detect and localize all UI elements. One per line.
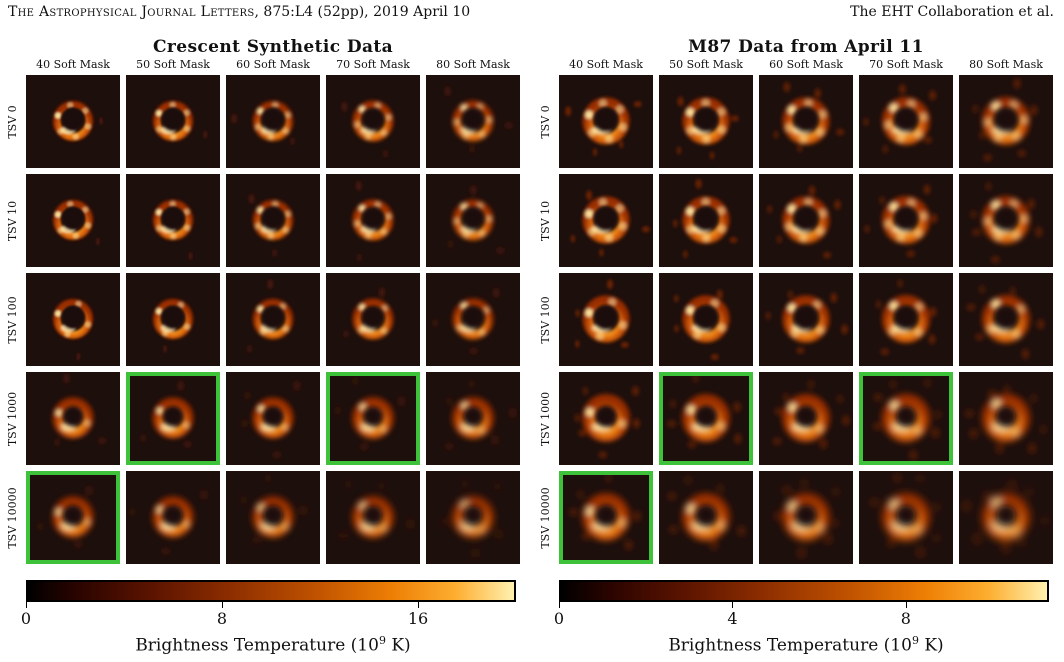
- image-tile: [559, 273, 653, 366]
- journal-citation: , 875:L4 (52pp), 2019 April 10: [254, 4, 471, 20]
- colorbar-title: Brightness Temperature (109 K): [668, 634, 944, 656]
- row-label: TSV 1000: [6, 391, 19, 446]
- image-tile: [959, 471, 1053, 564]
- column-label: 40 Soft Mask: [36, 58, 110, 71]
- image-tile: [659, 471, 753, 564]
- column-label: 80 Soft Mask: [969, 58, 1043, 71]
- column-label: 70 Soft Mask: [336, 58, 410, 71]
- row-label: TSV 10: [539, 200, 552, 241]
- panel-title: M87 Data from April 11: [688, 37, 924, 57]
- image-tile: [26, 174, 120, 267]
- row-label: TSV 100: [539, 295, 552, 344]
- colorbar-tick: [222, 602, 223, 608]
- colorbar-tick: [905, 602, 907, 608]
- column-label: 70 Soft Mask: [869, 58, 943, 71]
- colorbar-tick: [732, 602, 734, 608]
- image-tile: [959, 75, 1053, 168]
- image-tile: [659, 75, 753, 168]
- running-header-right: The EHT Collaboration et al.: [850, 4, 1054, 20]
- image-tile: [326, 273, 420, 366]
- image-tile: [759, 372, 853, 465]
- image-tile: [326, 75, 420, 168]
- image-tile: [126, 273, 220, 366]
- colorbar-title: Brightness Temperature (109 K): [135, 634, 411, 656]
- image-tile: [326, 174, 420, 267]
- colorbar-tick-label: 8: [216, 609, 228, 628]
- image-tile: [859, 75, 953, 168]
- row-label: TSV 0: [539, 104, 552, 139]
- colorbar: [559, 580, 1049, 602]
- row-label: TSV 0: [6, 104, 19, 139]
- image-tile: [226, 372, 320, 465]
- column-label: 50 Soft Mask: [136, 58, 210, 71]
- image-tile: [759, 471, 853, 564]
- image-tile: [659, 174, 753, 267]
- column-label: 60 Soft Mask: [236, 58, 310, 71]
- image-tile: [26, 273, 120, 366]
- image-tile: [859, 471, 953, 564]
- image-tile: [226, 174, 320, 267]
- image-tile: [126, 372, 220, 465]
- row-label: TSV 10000: [539, 486, 552, 549]
- colorbar-tick-label: 16: [407, 609, 429, 628]
- image-tile: [26, 372, 120, 465]
- image-tile: [426, 75, 520, 168]
- row-label: TSV 100: [6, 295, 19, 344]
- image-tile: [959, 174, 1053, 267]
- colorbar-tick: [559, 602, 560, 608]
- image-tile: [559, 471, 653, 564]
- colorbar-tick-label: 8: [900, 609, 911, 628]
- image-tile: [959, 273, 1053, 366]
- image-tile: [426, 273, 520, 366]
- colorbar-tick-label: 0: [553, 609, 565, 628]
- image-tile: [426, 471, 520, 564]
- row-label: TSV 10: [6, 200, 19, 241]
- image-tile: [126, 471, 220, 564]
- image-tile: [126, 174, 220, 267]
- image-tile: [659, 372, 753, 465]
- row-label: TSV 1000: [539, 391, 552, 446]
- colorbar-tick: [26, 602, 27, 608]
- image-tile: [126, 75, 220, 168]
- image-tile: [559, 174, 653, 267]
- running-header-left: The Astrophysical Journal Letters, 875:L…: [8, 4, 470, 20]
- image-tile: [759, 75, 853, 168]
- image-tile: [859, 372, 953, 465]
- image-tile: [959, 372, 1053, 465]
- colorbar: [26, 580, 516, 602]
- image-tile: [859, 273, 953, 366]
- image-tile: [559, 75, 653, 168]
- colorbar-tick-label: 0: [20, 609, 32, 628]
- image-tile: [659, 273, 753, 366]
- image-tile: [426, 174, 520, 267]
- image-tile: [326, 372, 420, 465]
- image-tile: [559, 372, 653, 465]
- colorbar-tick: [418, 602, 419, 608]
- image-tile: [759, 273, 853, 366]
- image-tile: [226, 471, 320, 564]
- column-label: 60 Soft Mask: [769, 58, 843, 71]
- column-label: 40 Soft Mask: [569, 58, 643, 71]
- image-tile: [26, 75, 120, 168]
- image-tile: [226, 273, 320, 366]
- image-tile: [26, 471, 120, 564]
- row-label: TSV 10000: [6, 486, 19, 549]
- image-tile: [759, 174, 853, 267]
- column-label: 80 Soft Mask: [436, 58, 510, 71]
- column-label: 50 Soft Mask: [669, 58, 743, 71]
- image-tile: [226, 75, 320, 168]
- image-tile: [859, 174, 953, 267]
- image-tile: [326, 471, 420, 564]
- journal-name: The Astrophysical Journal Letters: [8, 4, 255, 20]
- image-tile: [426, 372, 520, 465]
- colorbar-tick-label: 4: [727, 609, 738, 628]
- panel-title: Crescent Synthetic Data: [152, 37, 394, 57]
